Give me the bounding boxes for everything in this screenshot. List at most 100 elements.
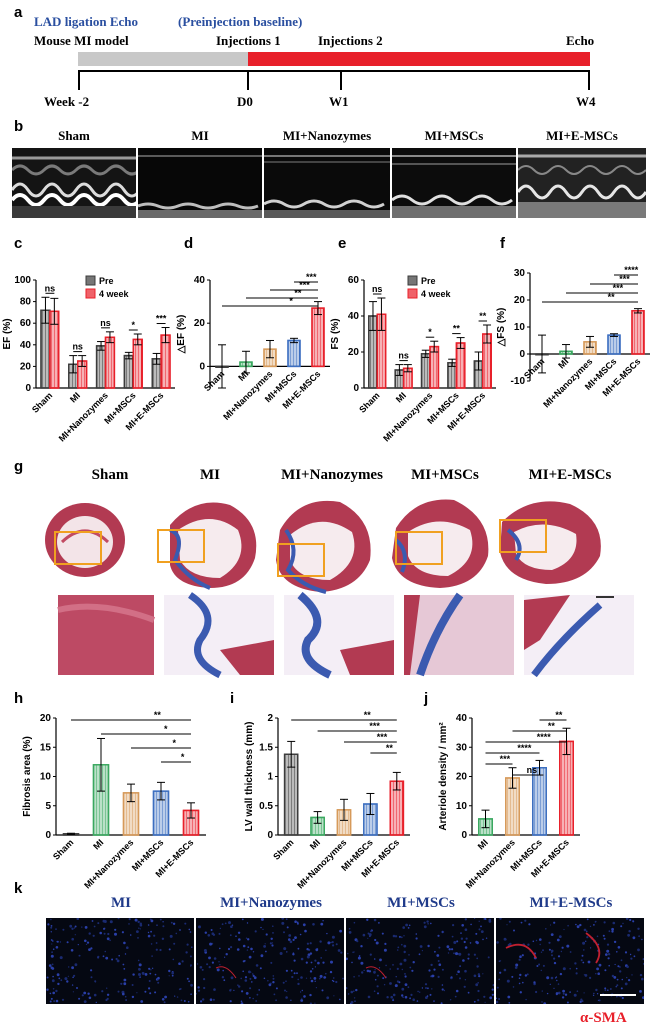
y-tick-label: 5 bbox=[45, 801, 51, 812]
bracket-label: ** bbox=[364, 710, 372, 720]
echo-label-emscs: MI+E-MSCs bbox=[546, 128, 618, 143]
y-tick-label: 100 bbox=[14, 275, 31, 286]
bar-hatch bbox=[532, 767, 547, 836]
tissue-images bbox=[45, 499, 634, 679]
bar-hatch bbox=[95, 345, 107, 389]
bar-hatch bbox=[420, 353, 431, 389]
x-tick-label: Sham bbox=[30, 390, 54, 414]
bracket-label: *** bbox=[619, 274, 630, 284]
fluor-label-mscs: MI+MSCs bbox=[387, 895, 455, 911]
echo-image-sham bbox=[12, 148, 136, 218]
timeline-model-label: Mouse MI model bbox=[34, 33, 129, 48]
panel-letter-e: e bbox=[338, 235, 347, 252]
zoom-box-mscs bbox=[395, 531, 443, 565]
alpha-sma-label: α-SMA bbox=[580, 1010, 627, 1026]
bar-hatch bbox=[631, 310, 645, 355]
tissue-label-nanozymes: MI+Nanozymes bbox=[281, 467, 383, 483]
fluor-label-mi: MI bbox=[111, 895, 131, 911]
legend-label: Pre bbox=[421, 276, 436, 286]
scale-bar bbox=[600, 994, 636, 996]
sig-label: ns bbox=[72, 342, 83, 352]
timeline-tick-2 bbox=[340, 70, 342, 90]
y-axis-label: LV wall thickness (mm) bbox=[244, 722, 255, 832]
bracket-label: *** bbox=[377, 732, 388, 742]
sig-label: ns bbox=[398, 351, 409, 361]
sig-label: ns bbox=[45, 283, 56, 293]
panel-letter-c: c bbox=[14, 235, 23, 252]
y-tick-label: 20 bbox=[194, 318, 206, 329]
bar-hatch bbox=[123, 354, 134, 389]
x-tick-label: MI+Nanozymes bbox=[464, 837, 517, 890]
bar-hatch bbox=[607, 334, 621, 355]
y-tick-label: 40 bbox=[348, 311, 360, 322]
y-tick-label: 40 bbox=[456, 713, 468, 724]
x-tick-label: MI bbox=[394, 390, 408, 404]
bar-hatch bbox=[429, 345, 440, 389]
bracket-label: *** bbox=[500, 754, 511, 764]
legend-label: Pre bbox=[99, 276, 114, 286]
panel-letter-f: f bbox=[500, 235, 505, 252]
fluor-image-mscs bbox=[346, 918, 494, 1004]
sig-label: ns bbox=[372, 284, 383, 294]
zoom-box-nanozymes bbox=[277, 543, 325, 577]
legend-label: 4 week bbox=[421, 289, 452, 299]
timeline-axis bbox=[78, 70, 590, 72]
bracket-label: *** bbox=[613, 283, 624, 293]
zoom-box-emscs bbox=[499, 519, 547, 553]
y-tick-label: 15 bbox=[40, 742, 52, 753]
legend-swatch bbox=[85, 288, 96, 299]
sig-label: ** bbox=[479, 311, 487, 321]
y-axis-label: FS (%) bbox=[330, 318, 341, 349]
timeline-injection2: Injections 2 bbox=[318, 33, 383, 48]
timeline-baseline-label: (Preinjection baseline) bbox=[178, 14, 303, 29]
bracket-label: **** bbox=[537, 732, 552, 742]
sig-label: ns bbox=[100, 318, 111, 328]
x-tick-label: Sham bbox=[271, 837, 295, 861]
timeline-tick-label-1: D0 bbox=[237, 94, 253, 109]
bracket-label: *** bbox=[299, 280, 310, 290]
y-tick-label: 20 bbox=[20, 361, 32, 372]
chart-h-fibrosis: 0 5 10 15 20 Fibrosis area (%) Sham MIMI+Nanozy… bbox=[22, 710, 206, 890]
fluor-image-mi bbox=[46, 918, 194, 1004]
timeline-tick-3 bbox=[588, 70, 590, 90]
y-tick-label: 0 bbox=[25, 383, 31, 394]
tissue-label-sham: Sham bbox=[91, 467, 129, 483]
bracket-label: **** bbox=[624, 265, 639, 275]
timeline-treatment-bar bbox=[248, 52, 590, 66]
sig-label: * bbox=[428, 327, 432, 337]
bracket-label: *** bbox=[306, 272, 317, 282]
echo-label-mscs: MI+MSCs bbox=[424, 128, 484, 143]
panel-letter-b: b bbox=[14, 118, 24, 135]
bar-hatch bbox=[104, 336, 116, 389]
y-tick-label: 30 bbox=[514, 268, 526, 279]
y-tick-label: 1 bbox=[267, 772, 273, 783]
timeline-baseline-bar bbox=[78, 52, 248, 66]
y-tick-label: 20 bbox=[348, 347, 360, 358]
y-tick-label: 0 bbox=[45, 830, 51, 841]
y-tick-label: 40 bbox=[20, 340, 32, 351]
x-tick-label: Sham bbox=[202, 369, 226, 393]
x-tick-label: MI bbox=[236, 369, 250, 383]
bracket-label: *** bbox=[369, 721, 380, 731]
timeline-tick-label-0: Week -2 bbox=[44, 94, 90, 109]
sig-label: ** bbox=[453, 324, 461, 334]
panel-letter-a: a bbox=[14, 4, 23, 21]
y-tick-label: 80 bbox=[20, 297, 32, 308]
zoom-box-sham bbox=[54, 531, 102, 565]
y-axis-label: Arteriole density / mm² bbox=[438, 722, 449, 831]
y-tick-label: 10 bbox=[40, 772, 52, 783]
y-tick-label: 60 bbox=[348, 275, 360, 286]
timeline-tick-label-3: W4 bbox=[576, 94, 596, 109]
panel-letter-d: d bbox=[184, 235, 194, 252]
y-tick-label: 0 bbox=[267, 830, 273, 841]
panel-letter-h: h bbox=[14, 690, 24, 707]
legend-swatch bbox=[407, 275, 418, 286]
y-tick-label: 60 bbox=[20, 318, 32, 329]
timeline-tick-0 bbox=[78, 70, 80, 90]
bracket-label: * bbox=[164, 724, 168, 734]
panel-letter-k: k bbox=[14, 880, 23, 897]
